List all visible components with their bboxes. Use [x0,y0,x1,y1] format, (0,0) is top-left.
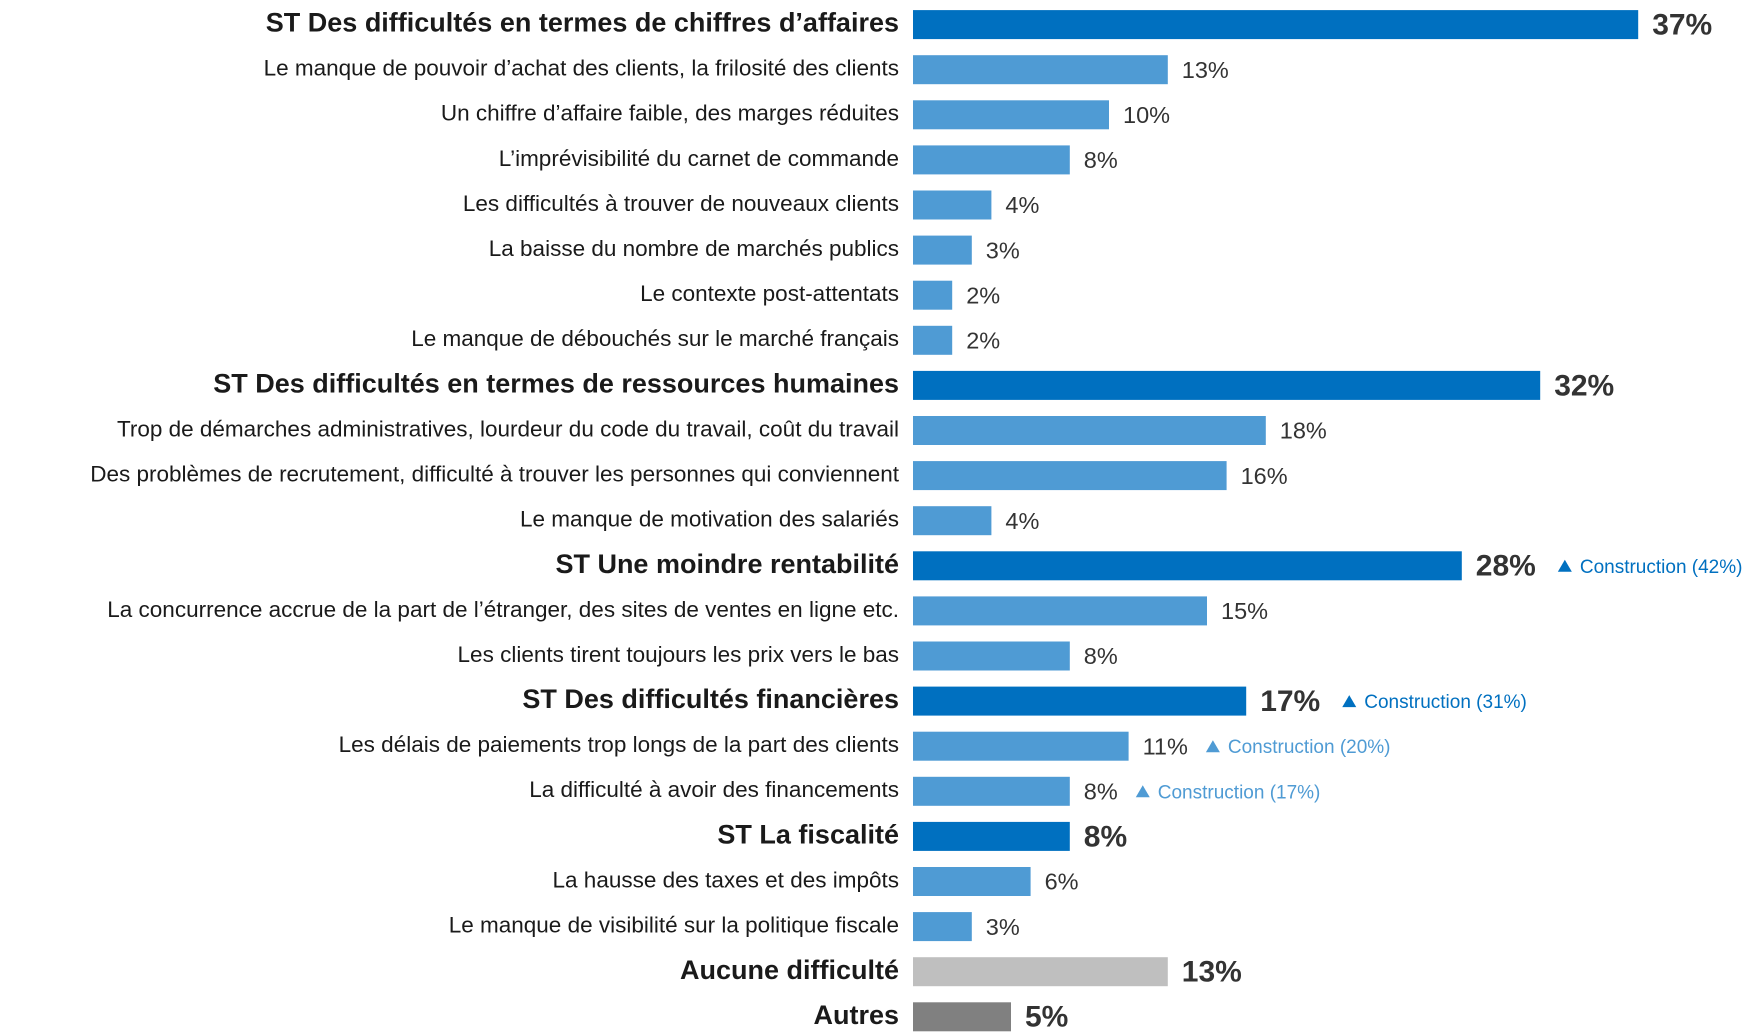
value-label: 10% [1123,102,1170,128]
bar [913,596,1207,626]
bar [913,10,1639,40]
bar [913,461,1227,491]
bar [913,731,1129,761]
annotation-arrow [1557,559,1572,572]
category-label: La hausse des taxes et des impôts [553,867,899,892]
bar [913,100,1109,130]
value-label: 3% [986,237,1020,263]
bar [913,190,992,220]
category-label: Un chiffre d’affaire faible, des marges … [441,101,899,126]
value-label: 5% [1025,1001,1068,1032]
category-label: ST Des difficultés en termes de chiffres… [266,8,899,38]
annotation-arrow [1342,695,1357,708]
annotation: Construction (31%) [1364,692,1527,713]
value-label: 17% [1260,685,1320,718]
bar [913,641,1070,671]
bar [913,776,1070,806]
value-label: 32% [1554,369,1614,402]
value-label: 15% [1221,598,1268,624]
value-label: 4% [1005,508,1039,534]
annotation-arrow [1135,785,1150,798]
bar [913,551,1462,581]
category-label: Le manque de motivation des salariés [520,507,899,532]
value-label: 6% [1045,869,1079,895]
value-label: 8% [1084,820,1127,853]
bar [913,1002,1011,1032]
value-label: 3% [986,914,1020,940]
value-label: 18% [1280,418,1327,444]
value-label: 11% [1143,733,1188,759]
annotation: Construction (42%) [1580,557,1743,578]
category-label: La concurrence accrue de la part de l’ét… [107,597,899,622]
value-label: 8% [1084,779,1118,805]
bar [913,325,953,355]
value-label: 13% [1182,57,1229,83]
value-label: 4% [1005,192,1039,218]
category-label: Le manque de visibilité sur la politique… [449,913,899,938]
category-label: Le contexte post-attentats [640,281,899,306]
value-label: 28% [1476,550,1536,583]
category-label: Le manque de débouchés sur le marché fra… [411,326,899,351]
category-label: L’imprévisibilité du carnet de commande [499,146,899,171]
bar [913,280,953,310]
category-label: La difficulté à avoir des financements [529,777,899,802]
value-label: 37% [1652,9,1712,42]
category-label: ST La fiscalité [717,820,899,850]
annotation: Construction (20%) [1228,737,1391,758]
category-label: Aucune difficulté [680,955,899,985]
annotation-arrow [1205,740,1220,753]
value-label: 8% [1084,643,1118,669]
category-label: ST Une moindre rentabilité [555,549,899,579]
category-label: Autres [813,1000,899,1030]
bar [913,506,992,536]
value-label: 16% [1241,463,1288,489]
bar [913,821,1070,851]
value-label: 2% [966,282,1000,308]
category-label: ST Des difficultés financières [522,684,899,714]
bar [913,416,1266,445]
annotation: Construction (17%) [1158,782,1321,803]
bar [913,912,972,942]
category-label: Des problèmes de recrutement, difficulté… [90,462,900,487]
category-label: Trop de démarches administratives, lourd… [117,416,899,441]
category-label: La baisse du nombre de marchés publics [489,236,899,261]
bar [913,235,972,265]
bar [913,55,1168,85]
value-label: 13% [1182,956,1242,989]
category-label: Les clients tirent toujours les prix ver… [458,642,899,667]
value-label: 2% [966,328,1000,354]
bar [913,370,1541,400]
category-label: ST Des difficultés en termes de ressourc… [213,369,899,399]
category-label: Le manque de pouvoir d’achat des clients… [264,56,899,81]
bar [913,686,1247,716]
value-label: 8% [1084,147,1118,173]
category-label: Les difficultés à trouver de nouveaux cl… [463,191,899,216]
bar [913,145,1070,175]
bar [913,867,1031,896]
category-label: Les délais de paiements trop longs de la… [339,732,899,757]
bar [913,957,1168,987]
